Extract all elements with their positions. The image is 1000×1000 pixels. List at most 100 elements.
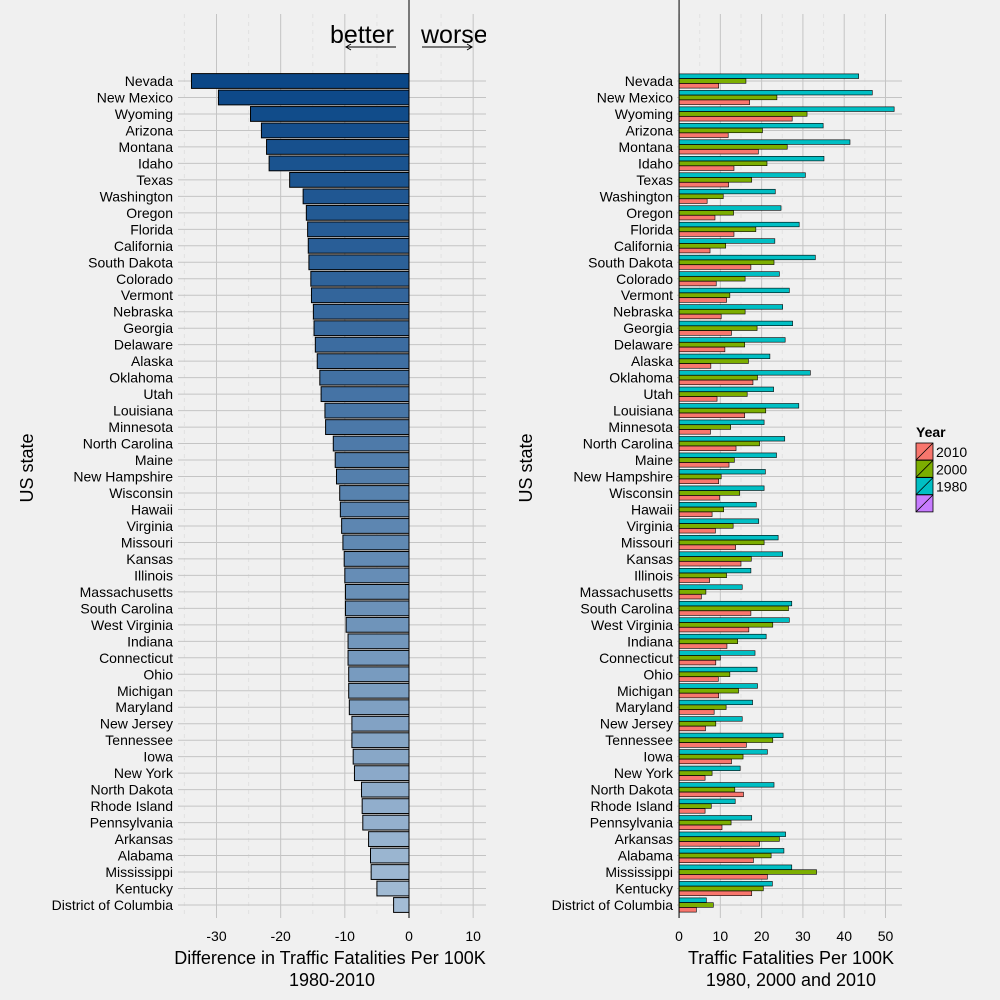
- category-label: New Jersey: [600, 716, 673, 732]
- tick-label: 50: [878, 928, 894, 944]
- bar-1980-florida: [678, 221, 800, 228]
- category-label: Minnesota: [108, 419, 173, 435]
- category-label: South Carolina: [580, 600, 673, 616]
- category-label: New York: [614, 765, 674, 781]
- category-label: Maine: [135, 452, 173, 468]
- category-label: Arkansas: [115, 831, 173, 847]
- tick-label: -10: [335, 928, 355, 944]
- bar-1980-kentucky: [678, 881, 773, 887]
- bar-1980-tennessee: [678, 732, 784, 738]
- bar-2000-utah: [678, 391, 748, 397]
- bar-2000-idaho: [678, 160, 768, 167]
- bar-1980-nevada: [678, 73, 859, 79]
- right-tick-labels: 0 10 20 30 40 50: [675, 928, 893, 944]
- category-label: West Virginia: [91, 617, 173, 633]
- category-label: Virginia: [127, 518, 174, 534]
- bar-2010-south-dakota: [678, 264, 752, 270]
- bar-1980-california: [678, 238, 776, 244]
- bar-2010-kentucky: [678, 890, 753, 896]
- category-label: Nevada: [125, 73, 173, 89]
- bar-2010-ohio: [678, 676, 719, 682]
- bar-2000-north-dakota: [678, 787, 736, 793]
- left-x-axis-title: Difference in Traffic Fatalities Per 100…: [174, 948, 485, 968]
- category-label: Missouri: [621, 534, 673, 550]
- category-label: New Jersey: [100, 716, 173, 732]
- annotation-worse: worse: [420, 21, 488, 49]
- bar-2010-north-carolina: [678, 445, 737, 451]
- bar-new-hampshire: [335, 468, 410, 485]
- bar-arkansas: [368, 831, 410, 847]
- legend-label: 2000: [936, 461, 967, 477]
- bar-2000-illinois: [678, 572, 727, 578]
- category-label: West Virginia: [591, 617, 673, 633]
- bar-vermont: [310, 287, 410, 304]
- tick-label: 40: [836, 928, 852, 944]
- bar-2010-missouri: [678, 544, 736, 550]
- legend-item: 1980: [915, 477, 967, 496]
- bar-1980-new-york: [678, 765, 741, 771]
- category-label: Iowa: [143, 749, 173, 765]
- category-label: California: [614, 238, 673, 254]
- category-label: Arkansas: [615, 831, 673, 847]
- bar-2010-texas: [678, 182, 729, 188]
- bar-2010-south-carolina: [678, 610, 752, 616]
- bar-california: [307, 237, 410, 254]
- legend-swatch-slash: [915, 460, 934, 478]
- bar-1980-rhode-island: [678, 798, 736, 804]
- tick-label: 20: [754, 928, 770, 944]
- legend-swatch-slash: [915, 494, 934, 513]
- bar-pennsylvania: [362, 814, 410, 831]
- bar-2000-nevada: [678, 78, 747, 84]
- bar-massachusetts: [344, 583, 410, 600]
- bar-2010-alabama: [678, 857, 754, 863]
- bar-1980-north-carolina: [678, 436, 786, 442]
- left-annotation-clip: [486, 0, 510, 60]
- bar-2000-delaware: [678, 342, 746, 348]
- bar-1980-alaska: [678, 353, 771, 359]
- bar-1980-west-virginia: [678, 617, 790, 623]
- category-label: Idaho: [638, 155, 673, 171]
- category-label: Delaware: [114, 337, 173, 353]
- bar-2000-tennessee: [678, 737, 774, 743]
- bar-north-carolina: [332, 435, 410, 452]
- bar-iowa: [352, 748, 410, 765]
- bar-1980-colorado: [678, 271, 780, 277]
- bar-2010-utah: [678, 396, 718, 402]
- category-label: Montana: [119, 139, 174, 155]
- bar-2010-minnesota: [678, 429, 711, 435]
- bar-2000-kansas: [678, 556, 752, 562]
- category-label: Colorado: [616, 271, 673, 287]
- category-label: Massachusetts: [580, 584, 673, 600]
- bar-2010-indiana: [678, 643, 728, 649]
- bar-south-dakota: [308, 254, 410, 271]
- bar-1980-connecticut: [678, 650, 756, 656]
- bar-1980-louisiana: [678, 403, 800, 409]
- bar-2000-new-mexico: [678, 94, 778, 101]
- category-label: Illinois: [134, 567, 173, 583]
- bar-1980-new-jersey: [678, 716, 743, 722]
- bar-1980-iowa: [678, 749, 768, 755]
- bar-2010-idaho: [678, 165, 735, 171]
- bar-2010-new-hampshire: [678, 478, 719, 484]
- bar-1980-minnesota: [678, 419, 765, 425]
- category-label: Rhode Island: [90, 798, 173, 814]
- legend-item: 2010: [915, 442, 967, 461]
- bar-2000-south-dakota: [678, 259, 775, 265]
- bar-2010-mississippi: [678, 874, 768, 880]
- legend-swatch-slash: [915, 477, 934, 495]
- category-label: Pennsylvania: [590, 815, 673, 831]
- bar-2000-virginia: [678, 523, 734, 529]
- category-label: Nebraska: [613, 304, 673, 320]
- right-y-axis-title: US state: [516, 433, 536, 502]
- category-label: Alabama: [618, 848, 673, 864]
- category-label: Georgia: [623, 320, 673, 336]
- category-label: District of Columbia: [52, 897, 174, 913]
- bar-2010-colorado: [678, 280, 717, 287]
- category-label: Missouri: [121, 534, 173, 550]
- category-label: Minnesota: [608, 419, 673, 435]
- bar-1980-georgia: [678, 320, 793, 327]
- category-label: Massachusetts: [80, 584, 173, 600]
- category-label: New Mexico: [97, 89, 173, 105]
